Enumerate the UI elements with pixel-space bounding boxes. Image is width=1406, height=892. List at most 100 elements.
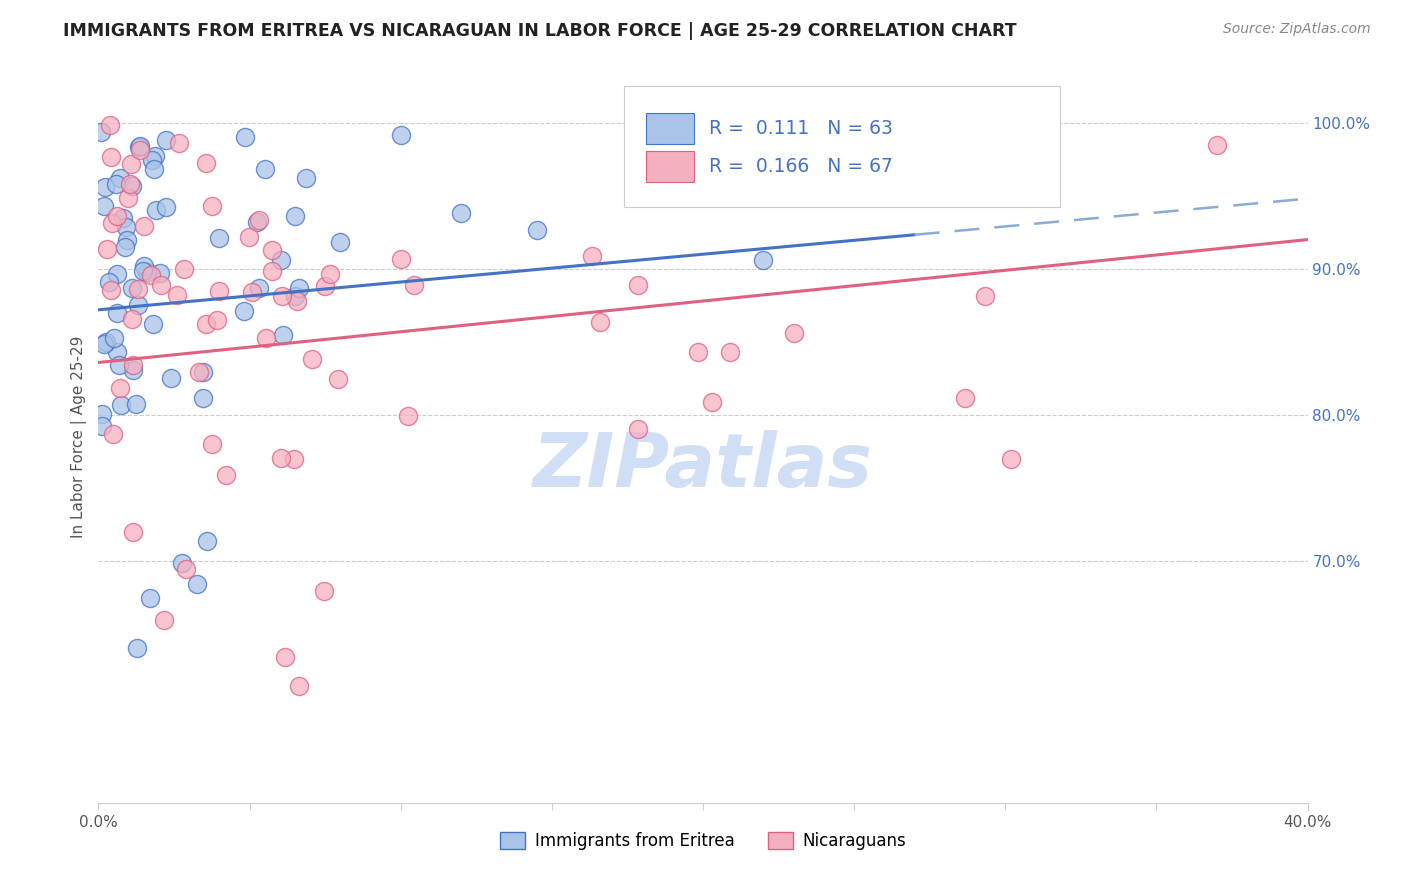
Point bbox=[581, 249, 603, 263]
Point bbox=[718, 344, 741, 359]
Point bbox=[127, 281, 149, 295]
Point bbox=[205, 312, 228, 326]
Point bbox=[1206, 137, 1229, 152]
Point bbox=[121, 358, 143, 372]
Text: ZIPatlas: ZIPatlas bbox=[533, 430, 873, 503]
Point bbox=[201, 437, 224, 451]
Point bbox=[247, 281, 270, 295]
Point bbox=[125, 640, 148, 655]
Point bbox=[284, 209, 307, 223]
Point bbox=[129, 143, 152, 157]
Point bbox=[329, 235, 352, 249]
Point bbox=[326, 372, 349, 386]
Point bbox=[155, 133, 177, 147]
Point bbox=[125, 397, 148, 411]
Point bbox=[98, 118, 121, 132]
Point bbox=[254, 331, 277, 345]
Point bbox=[96, 242, 118, 256]
Point bbox=[141, 153, 163, 167]
Point bbox=[94, 180, 117, 194]
Point bbox=[288, 679, 311, 693]
Point bbox=[141, 268, 163, 282]
Point bbox=[101, 427, 124, 442]
Point bbox=[270, 451, 292, 466]
Point bbox=[122, 363, 145, 377]
Point bbox=[114, 240, 136, 254]
Point bbox=[404, 278, 426, 293]
Point bbox=[191, 365, 214, 379]
Point bbox=[127, 298, 149, 312]
Point bbox=[100, 284, 122, 298]
Point bbox=[142, 317, 165, 331]
Point bbox=[90, 407, 112, 421]
Point bbox=[314, 279, 336, 293]
Point bbox=[139, 591, 162, 606]
Point bbox=[167, 136, 190, 151]
Point bbox=[90, 419, 112, 434]
Point bbox=[271, 289, 294, 303]
Point bbox=[294, 170, 316, 185]
Point bbox=[188, 365, 211, 379]
Point bbox=[215, 468, 238, 483]
Point bbox=[142, 162, 165, 177]
Point bbox=[752, 252, 775, 267]
Point bbox=[700, 394, 723, 409]
Point bbox=[589, 315, 612, 329]
Legend: Immigrants from Eritrea, Nicaraguans: Immigrants from Eritrea, Nicaraguans bbox=[494, 825, 912, 856]
Point bbox=[107, 359, 129, 373]
Point bbox=[200, 199, 222, 213]
Point bbox=[283, 452, 305, 467]
Point bbox=[93, 199, 115, 213]
FancyBboxPatch shape bbox=[624, 86, 1060, 207]
Point bbox=[174, 562, 197, 576]
Point bbox=[389, 252, 412, 266]
Point bbox=[186, 577, 208, 591]
Point bbox=[314, 583, 336, 598]
Point bbox=[145, 203, 167, 218]
Point bbox=[115, 219, 138, 234]
Point bbox=[100, 151, 122, 165]
Point bbox=[995, 175, 1018, 189]
Point bbox=[103, 331, 125, 345]
Point bbox=[974, 289, 997, 303]
Point bbox=[104, 177, 127, 191]
Point bbox=[952, 168, 974, 182]
Text: R =  0.166   N = 67: R = 0.166 N = 67 bbox=[709, 157, 893, 176]
Point bbox=[208, 231, 231, 245]
Point bbox=[121, 178, 143, 193]
Point bbox=[121, 312, 143, 326]
Point bbox=[150, 277, 173, 292]
Point bbox=[132, 264, 155, 278]
Point bbox=[238, 230, 260, 244]
Point bbox=[627, 278, 650, 293]
Point bbox=[253, 161, 276, 176]
Point bbox=[271, 327, 294, 342]
Point bbox=[107, 267, 129, 281]
Point bbox=[955, 391, 977, 405]
Point bbox=[115, 233, 138, 247]
Point bbox=[262, 264, 284, 278]
Point bbox=[688, 344, 710, 359]
FancyBboxPatch shape bbox=[647, 113, 695, 144]
Point bbox=[129, 139, 152, 153]
Point bbox=[120, 157, 142, 171]
Text: Source: ZipAtlas.com: Source: ZipAtlas.com bbox=[1223, 22, 1371, 37]
Point bbox=[100, 216, 122, 230]
Point bbox=[105, 345, 128, 359]
Point bbox=[273, 649, 295, 664]
Point bbox=[128, 140, 150, 154]
Point bbox=[121, 281, 143, 295]
Point bbox=[108, 170, 131, 185]
Point bbox=[783, 326, 806, 340]
Point bbox=[132, 259, 155, 273]
Point bbox=[108, 381, 131, 395]
Point bbox=[121, 525, 143, 540]
Point bbox=[160, 370, 183, 384]
Point bbox=[149, 267, 172, 281]
Point bbox=[270, 252, 292, 267]
Point bbox=[155, 200, 177, 214]
Point bbox=[105, 209, 128, 223]
Point bbox=[288, 281, 311, 295]
Point bbox=[93, 337, 115, 351]
Point bbox=[112, 211, 135, 226]
